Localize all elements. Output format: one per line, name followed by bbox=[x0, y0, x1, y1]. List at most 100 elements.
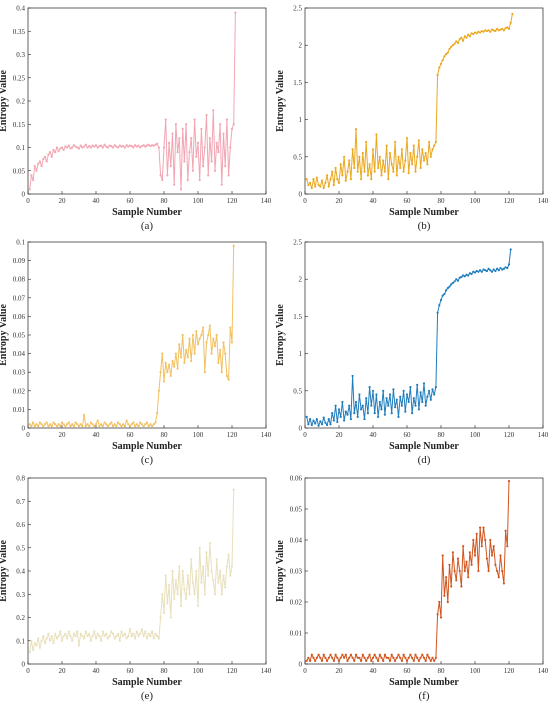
data-point bbox=[60, 421, 64, 424]
data-point bbox=[205, 551, 208, 554]
data-point bbox=[118, 423, 121, 426]
data-point bbox=[79, 423, 82, 426]
data-point bbox=[128, 425, 132, 428]
data-point bbox=[169, 616, 172, 619]
data-point bbox=[305, 415, 308, 418]
data-point bbox=[149, 423, 152, 426]
x-tick-label: 60 bbox=[404, 667, 412, 675]
data-point bbox=[382, 659, 385, 663]
data-point bbox=[37, 637, 40, 640]
data-point bbox=[230, 565, 234, 568]
data-point bbox=[317, 424, 320, 427]
data-point bbox=[404, 410, 407, 413]
data-point bbox=[360, 408, 363, 411]
data-point bbox=[329, 653, 332, 656]
data-point bbox=[71, 146, 74, 149]
data-point bbox=[30, 639, 33, 642]
data-point bbox=[229, 574, 232, 577]
data-point bbox=[135, 630, 138, 633]
data-point bbox=[179, 188, 183, 191]
data-point bbox=[159, 371, 162, 374]
y-axis-title: Entropy Value bbox=[0, 304, 9, 366]
data-point bbox=[399, 395, 402, 398]
data-point bbox=[487, 569, 490, 573]
data-point bbox=[208, 542, 211, 545]
x-tick-label: 80 bbox=[161, 667, 169, 675]
data-point bbox=[89, 146, 92, 149]
data-point bbox=[490, 270, 494, 273]
data-point bbox=[392, 170, 395, 173]
chart-panel-c: 0 20 40 60 80 100 120 140 0 0.01 0.02 0.03 0.04 0.05 0… bbox=[0, 239, 272, 467]
data-point bbox=[164, 574, 167, 577]
data-point bbox=[135, 423, 138, 426]
data-point bbox=[446, 51, 449, 54]
data-point bbox=[45, 637, 48, 640]
data-point bbox=[388, 393, 392, 396]
data-point bbox=[365, 397, 368, 400]
y-tick-label: 0.4 bbox=[16, 568, 25, 576]
data-point bbox=[105, 632, 108, 635]
data-point bbox=[42, 635, 45, 638]
data-point bbox=[484, 29, 487, 32]
data-point bbox=[378, 155, 381, 158]
data-point bbox=[157, 637, 160, 640]
plot-frame bbox=[304, 241, 544, 429]
data-point bbox=[174, 123, 177, 126]
data-point bbox=[191, 169, 194, 172]
data-point bbox=[157, 146, 160, 149]
data-point bbox=[434, 385, 437, 389]
data-point bbox=[468, 272, 471, 275]
data-point bbox=[366, 412, 369, 415]
data-point bbox=[88, 425, 91, 428]
data-point bbox=[140, 145, 143, 148]
data-point bbox=[455, 40, 458, 43]
data-point bbox=[57, 150, 60, 153]
data-point bbox=[312, 419, 315, 422]
data-point bbox=[149, 145, 152, 148]
data-point bbox=[458, 38, 461, 41]
data-point bbox=[400, 148, 403, 151]
x-axis-title: Sample Number bbox=[112, 207, 182, 218]
data-point bbox=[331, 656, 334, 659]
y-tick-label: 0.06 bbox=[13, 313, 26, 321]
data-point bbox=[152, 423, 155, 426]
data-point bbox=[144, 423, 147, 426]
y-tick-label: 0.1 bbox=[16, 637, 25, 645]
data-point bbox=[378, 400, 381, 404]
data-point bbox=[438, 600, 441, 604]
data-point bbox=[416, 383, 419, 386]
data-point bbox=[429, 398, 432, 401]
x-tick-label: 140 bbox=[261, 197, 272, 205]
data-point bbox=[472, 32, 475, 36]
data-point bbox=[202, 326, 205, 329]
data-point bbox=[431, 388, 434, 391]
x-axis-title: Sample Number bbox=[112, 441, 182, 452]
data-point bbox=[188, 337, 191, 340]
series-line bbox=[306, 249, 512, 427]
data-point bbox=[212, 337, 215, 340]
data-point bbox=[181, 333, 184, 337]
data-point bbox=[465, 273, 468, 276]
data-point bbox=[346, 413, 349, 416]
data-point bbox=[144, 630, 147, 633]
data-point bbox=[86, 423, 89, 426]
data-point bbox=[409, 151, 412, 155]
data-point bbox=[139, 632, 142, 635]
data-point bbox=[128, 628, 132, 631]
data-point bbox=[422, 656, 426, 659]
data-point bbox=[421, 653, 424, 656]
data-point bbox=[467, 33, 470, 36]
data-point bbox=[188, 593, 191, 596]
y-tick-label: 0.03 bbox=[13, 369, 26, 377]
data-point bbox=[31, 421, 35, 424]
data-point bbox=[479, 526, 482, 529]
y-tick-label: 0.05 bbox=[290, 506, 303, 514]
y-tick-label: 2 bbox=[299, 276, 303, 284]
data-point bbox=[506, 266, 509, 270]
data-point bbox=[353, 412, 356, 415]
data-point bbox=[191, 333, 194, 337]
data-point bbox=[144, 145, 147, 148]
data-point bbox=[370, 178, 373, 181]
data-point bbox=[162, 380, 166, 383]
data-point bbox=[341, 400, 344, 404]
